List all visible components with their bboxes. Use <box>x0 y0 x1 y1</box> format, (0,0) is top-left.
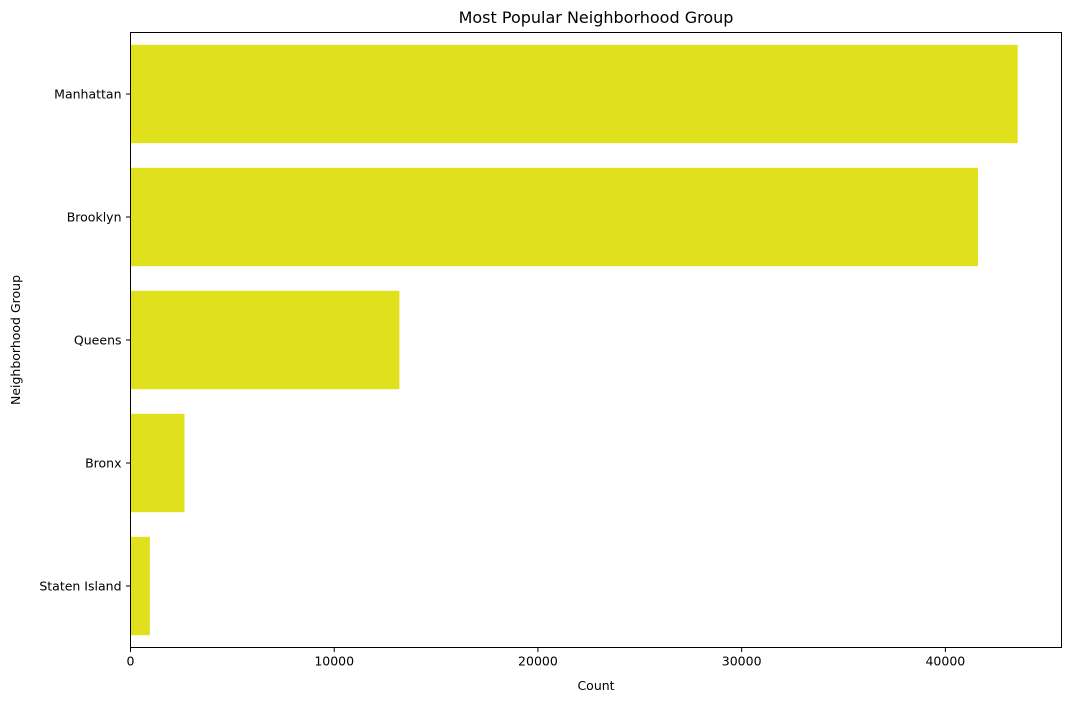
bar-staten-island <box>130 536 150 636</box>
x-axis-ticks: 0 10000 20000 30000 40000 <box>127 647 965 669</box>
y-tick-label: Brooklyn <box>67 210 122 225</box>
plot-frame <box>130 32 1062 648</box>
bar-manhattan <box>130 44 1018 144</box>
y-tick-label: Queens <box>74 333 122 348</box>
x-axis-label: Count <box>577 678 614 693</box>
x-tick-label: 40000 <box>925 654 965 669</box>
y-axis-ticks: Manhattan Brooklyn Queens Bronx Staten Islan… <box>39 87 131 594</box>
x-tick-label: 20000 <box>518 654 558 669</box>
bars-group <box>130 44 1018 636</box>
bar-bronx <box>130 413 185 513</box>
y-axis-label: Neighborhood Group <box>8 275 23 405</box>
x-tick-label: 10000 <box>314 654 354 669</box>
bar-queens <box>130 290 400 390</box>
chart-title: Most Popular Neighborhood Group <box>459 8 734 27</box>
y-tick-label: Manhattan <box>54 87 121 102</box>
x-tick-label: 0 <box>127 654 135 669</box>
x-tick-label: 30000 <box>722 654 762 669</box>
y-tick-label: Staten Island <box>39 579 121 594</box>
bar-brooklyn <box>130 167 978 267</box>
y-tick-label: Bronx <box>85 456 121 471</box>
